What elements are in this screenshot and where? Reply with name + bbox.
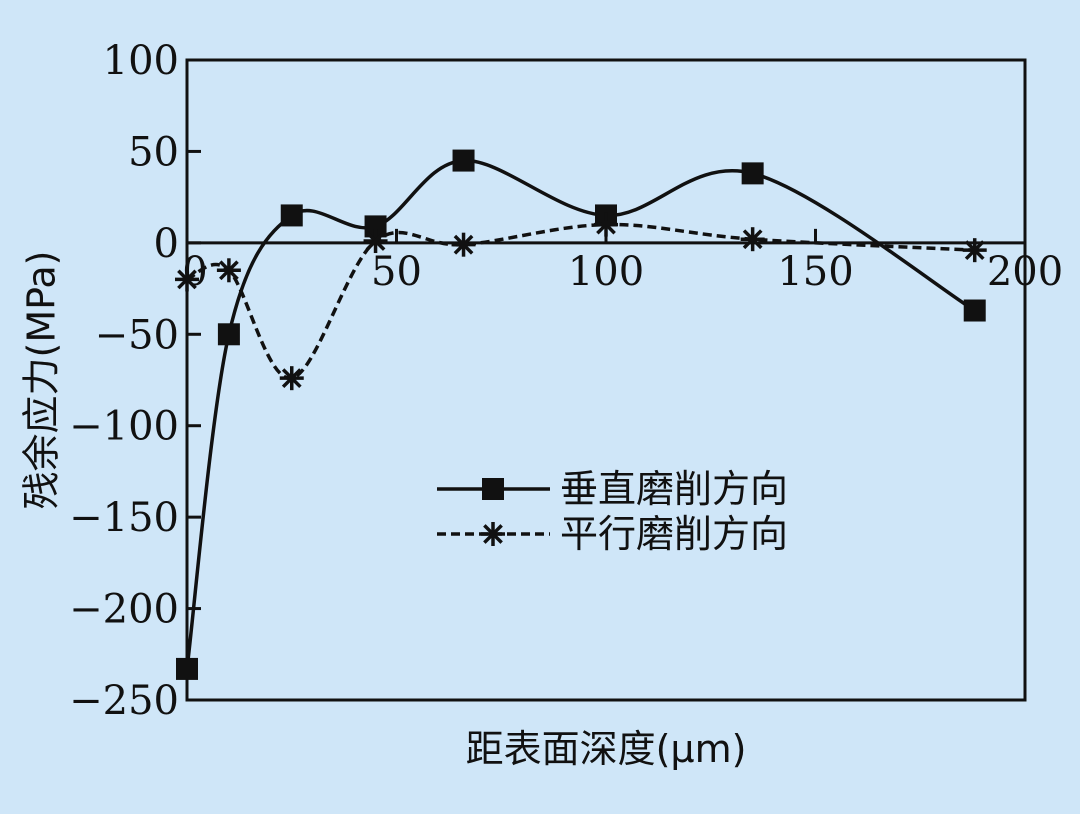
data-point-series-2-stroke (742, 229, 763, 250)
data-point-series-2 (594, 212, 618, 237)
y-axis: 100 50 0 −50 −100 −150 −200 −250 (69, 38, 201, 724)
data-point-series-2-stroke (596, 214, 616, 235)
y-tick-label: −150 (69, 495, 179, 541)
y-tick-label: −50 (95, 312, 179, 358)
data-point-series-1 (452, 149, 475, 172)
y-tick-label: −250 (69, 678, 179, 724)
legend-marker-stroke (483, 524, 503, 544)
data-point-series-2 (279, 366, 304, 391)
y-axis-title: 残余应力(MPa) (20, 251, 64, 510)
x-axis: 0 50 100 150 200 (182, 228, 1063, 295)
y-tick-label: −100 (69, 404, 179, 450)
data-point-series-2-stroke (219, 260, 239, 281)
x-tick-label: 50 (371, 249, 422, 295)
y-tick-label: 50 (128, 129, 179, 175)
data-point-series-2-stroke (453, 234, 474, 255)
y-tick-label: 0 (154, 221, 179, 267)
plot-frame (185, 58, 1027, 702)
data-point-series-1 (364, 215, 387, 238)
series-layer (175, 149, 987, 680)
legend-label: 平行磨削方向 (560, 512, 788, 556)
data-point-series-1 (217, 323, 240, 346)
legend-marker (481, 522, 505, 546)
data-point-series-2 (740, 227, 765, 252)
data-point-series-1 (176, 657, 198, 680)
data-point-series-2 (175, 267, 199, 292)
data-point-series-2 (363, 229, 388, 254)
legend-marker (482, 478, 504, 500)
series-line-2 (186, 222, 975, 380)
series-line-1 (185, 158, 976, 670)
data-point-series-1 (280, 204, 303, 227)
data-point-series-2-stroke (365, 231, 386, 251)
x-tick-label: 150 (777, 249, 853, 295)
data-point-series-2-stroke (964, 240, 985, 261)
data-point-series-2 (451, 232, 476, 257)
x-axis-title: 距表面深度(μm) (466, 727, 747, 771)
x-tick-label: 100 (568, 249, 644, 295)
data-point-series-1 (741, 162, 764, 185)
data-point-series-1 (963, 299, 986, 322)
y-tick-label: −200 (69, 587, 179, 633)
data-point-series-2 (216, 258, 241, 283)
data-point-series-2-stroke (281, 368, 302, 389)
data-point-series-2-stroke (177, 269, 197, 290)
x-tick-label: 200 (987, 249, 1063, 295)
legend-label: 垂直磨削方向 (560, 467, 788, 511)
data-point-series-2 (962, 238, 987, 263)
y-tick-label: 100 (103, 38, 179, 84)
